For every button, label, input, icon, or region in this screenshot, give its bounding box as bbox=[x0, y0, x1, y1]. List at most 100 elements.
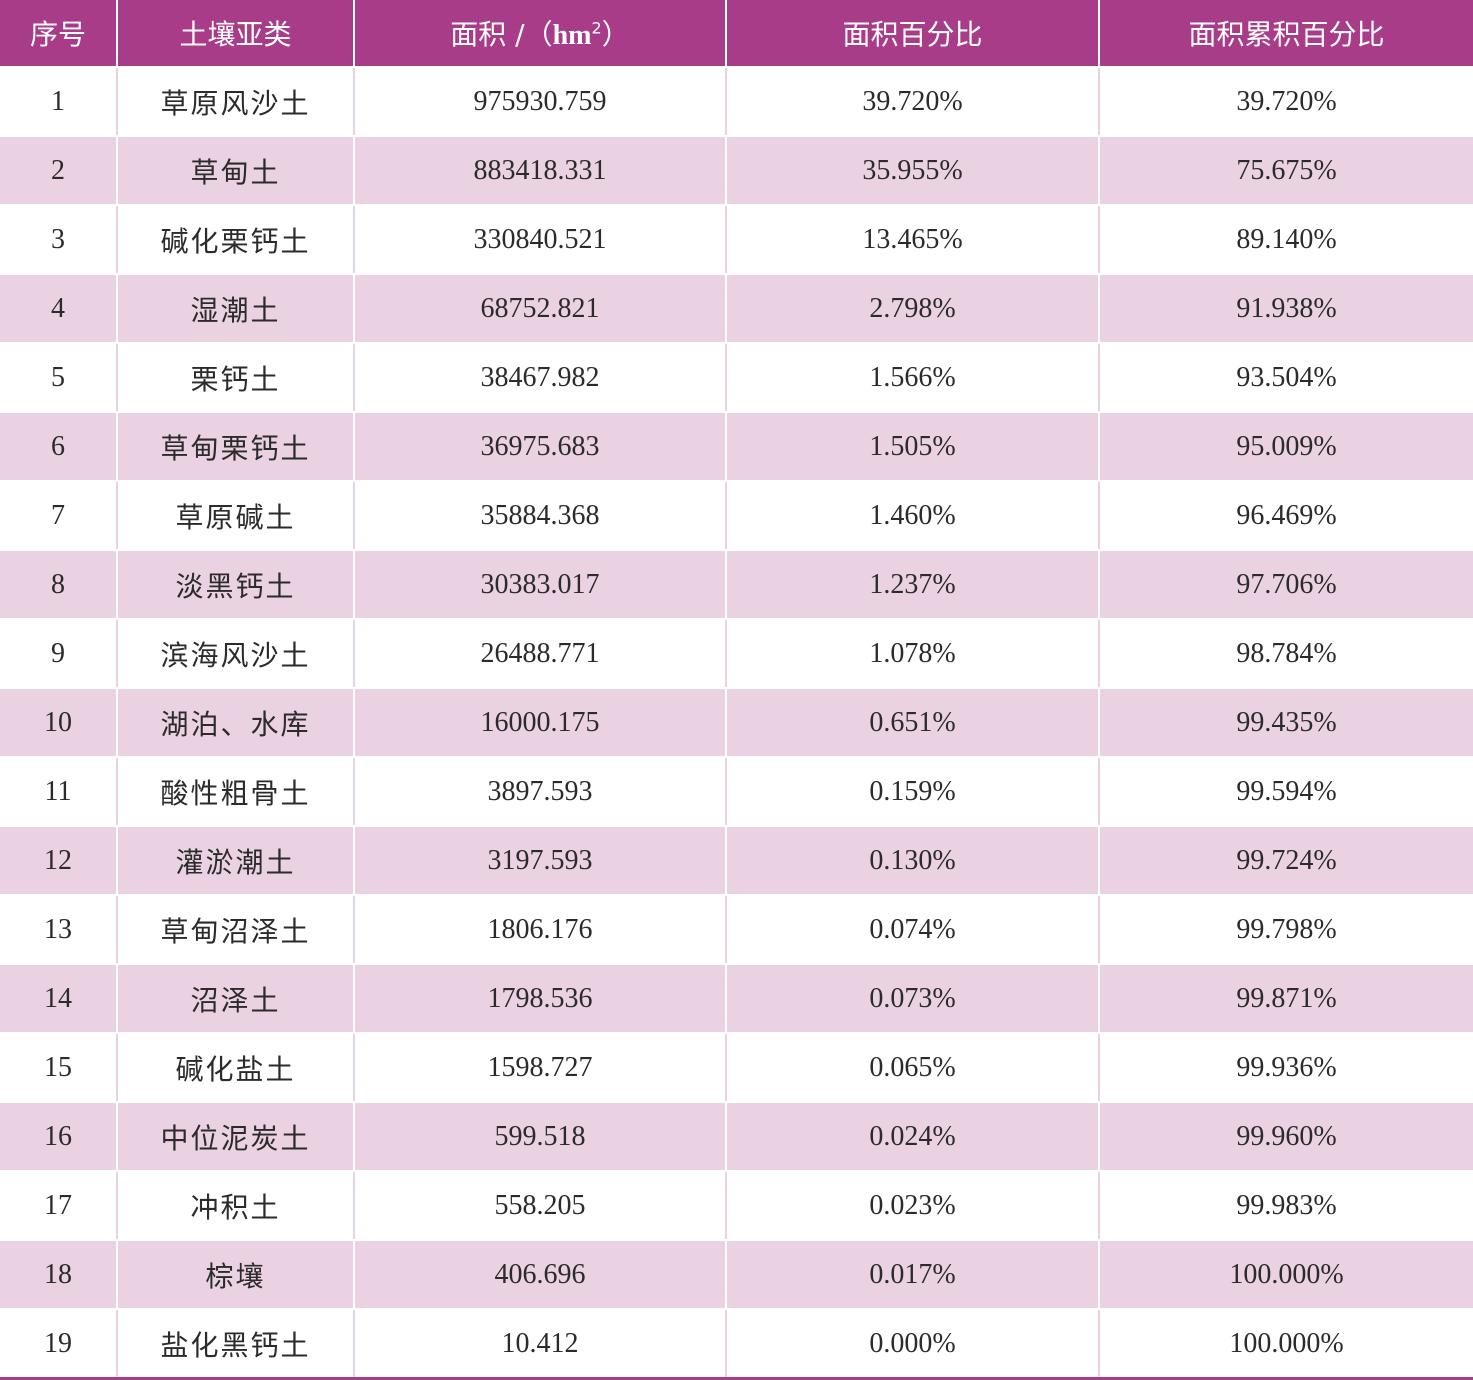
table-row: 4 湿潮土 68752.821 2.798% 91.938% bbox=[0, 274, 1473, 344]
cell-soil-subtype: 湖泊、水库 bbox=[117, 688, 355, 758]
cell-area-percent: 0.065% bbox=[726, 1033, 1100, 1103]
cell-cumulative-percent: 89.140% bbox=[1099, 205, 1473, 275]
table-row: 1 草原风沙土 975930.759 39.720% 39.720% bbox=[0, 67, 1473, 137]
cell-soil-subtype: 淡黑钙土 bbox=[117, 550, 355, 620]
cell-index: 7 bbox=[0, 481, 118, 551]
table-row: 3 碱化栗钙土 330840.521 13.465% 89.140% bbox=[0, 205, 1473, 275]
cell-soil-subtype: 草甸沼泽土 bbox=[117, 895, 355, 965]
cell-area: 558.205 bbox=[354, 1171, 727, 1241]
header-area-unit: hm bbox=[552, 20, 592, 51]
header-row: 序号 土壤亚类 面积 /（hm2） 面积百分比 面积累积百分比 bbox=[0, 0, 1473, 68]
cell-index: 9 bbox=[0, 619, 118, 689]
cell-cumulative-percent: 93.504% bbox=[1099, 343, 1473, 413]
cell-soil-subtype: 沼泽土 bbox=[117, 964, 355, 1034]
cell-index: 16 bbox=[0, 1102, 118, 1172]
cell-index: 15 bbox=[0, 1033, 118, 1103]
cell-area: 30383.017 bbox=[354, 550, 727, 620]
cell-cumulative-percent: 99.798% bbox=[1099, 895, 1473, 965]
table-row: 5 栗钙土 38467.982 1.566% 93.504% bbox=[0, 343, 1473, 413]
cell-soil-subtype: 滨海风沙土 bbox=[117, 619, 355, 689]
cell-area: 10.412 bbox=[354, 1309, 727, 1380]
cell-area-percent: 0.073% bbox=[726, 964, 1100, 1034]
cell-index: 12 bbox=[0, 826, 118, 896]
cell-area-percent: 35.955% bbox=[726, 136, 1100, 206]
cell-index: 19 bbox=[0, 1309, 118, 1380]
cell-cumulative-percent: 99.871% bbox=[1099, 964, 1473, 1034]
cell-index: 13 bbox=[0, 895, 118, 965]
table-row: 11 酸性粗骨土 3897.593 0.159% 99.594% bbox=[0, 757, 1473, 827]
table-row: 15 碱化盐土 1598.727 0.065% 99.936% bbox=[0, 1033, 1473, 1103]
table-row: 12 灌淤潮土 3197.593 0.130% 99.724% bbox=[0, 826, 1473, 896]
header-index: 序号 bbox=[0, 0, 118, 68]
cell-soil-subtype: 碱化盐土 bbox=[117, 1033, 355, 1103]
cell-index: 2 bbox=[0, 136, 118, 206]
cell-area-percent: 1.566% bbox=[726, 343, 1100, 413]
cell-area: 3897.593 bbox=[354, 757, 727, 827]
table-row: 17 冲积土 558.205 0.023% 99.983% bbox=[0, 1171, 1473, 1241]
cell-area-percent: 0.130% bbox=[726, 826, 1100, 896]
cell-soil-subtype: 草原风沙土 bbox=[117, 67, 355, 137]
cell-area-percent: 1.460% bbox=[726, 481, 1100, 551]
table-row: 14 沼泽土 1798.536 0.073% 99.871% bbox=[0, 964, 1473, 1034]
cell-area-percent: 0.023% bbox=[726, 1171, 1100, 1241]
cell-soil-subtype: 湿潮土 bbox=[117, 274, 355, 344]
cell-soil-subtype: 冲积土 bbox=[117, 1171, 355, 1241]
header-soil-subtype: 土壤亚类 bbox=[117, 0, 355, 68]
cell-cumulative-percent: 98.784% bbox=[1099, 619, 1473, 689]
cell-area: 1806.176 bbox=[354, 895, 727, 965]
cell-area-percent: 0.024% bbox=[726, 1102, 1100, 1172]
table-row: 16 中位泥炭土 599.518 0.024% 99.960% bbox=[0, 1102, 1473, 1172]
table-row: 2 草甸土 883418.331 35.955% 75.675% bbox=[0, 136, 1473, 206]
cell-cumulative-percent: 91.938% bbox=[1099, 274, 1473, 344]
cell-area: 35884.368 bbox=[354, 481, 727, 551]
cell-cumulative-percent: 100.000% bbox=[1099, 1309, 1473, 1380]
cell-area: 16000.175 bbox=[354, 688, 727, 758]
cell-index: 3 bbox=[0, 205, 118, 275]
cell-area-percent: 0.000% bbox=[726, 1309, 1100, 1380]
table-row: 9 滨海风沙土 26488.771 1.078% 98.784% bbox=[0, 619, 1473, 689]
cell-cumulative-percent: 99.936% bbox=[1099, 1033, 1473, 1103]
cell-cumulative-percent: 99.983% bbox=[1099, 1171, 1473, 1241]
cell-index: 5 bbox=[0, 343, 118, 413]
cell-area-percent: 1.505% bbox=[726, 412, 1100, 482]
cell-area: 1598.727 bbox=[354, 1033, 727, 1103]
cell-area-percent: 0.159% bbox=[726, 757, 1100, 827]
cell-soil-subtype: 草原碱土 bbox=[117, 481, 355, 551]
cell-index: 14 bbox=[0, 964, 118, 1034]
table-row: 19 盐化黑钙土 10.412 0.000% 100.000% bbox=[0, 1309, 1473, 1380]
cell-index: 6 bbox=[0, 412, 118, 482]
cell-cumulative-percent: 75.675% bbox=[1099, 136, 1473, 206]
cell-soil-subtype: 草甸栗钙土 bbox=[117, 412, 355, 482]
cell-area: 3197.593 bbox=[354, 826, 727, 896]
cell-area: 36975.683 bbox=[354, 412, 727, 482]
cell-area-percent: 1.078% bbox=[726, 619, 1100, 689]
cell-cumulative-percent: 99.724% bbox=[1099, 826, 1473, 896]
cell-area-percent: 1.237% bbox=[726, 550, 1100, 620]
cell-area-percent: 0.651% bbox=[726, 688, 1100, 758]
table-row: 13 草甸沼泽土 1806.176 0.074% 99.798% bbox=[0, 895, 1473, 965]
cell-index: 4 bbox=[0, 274, 118, 344]
table-row: 8 淡黑钙土 30383.017 1.237% 97.706% bbox=[0, 550, 1473, 620]
table-header: 序号 土壤亚类 面积 /（hm2） 面积百分比 面积累积百分比 bbox=[0, 0, 1473, 68]
cell-cumulative-percent: 99.435% bbox=[1099, 688, 1473, 758]
cell-area: 406.696 bbox=[354, 1240, 727, 1310]
cell-area: 883418.331 bbox=[354, 136, 727, 206]
cell-area: 330840.521 bbox=[354, 205, 727, 275]
table-row: 6 草甸栗钙土 36975.683 1.505% 95.009% bbox=[0, 412, 1473, 482]
cell-area: 975930.759 bbox=[354, 67, 727, 137]
cell-index: 18 bbox=[0, 1240, 118, 1310]
cell-area: 26488.771 bbox=[354, 619, 727, 689]
cell-area-percent: 39.720% bbox=[726, 67, 1100, 137]
cell-index: 11 bbox=[0, 757, 118, 827]
cell-soil-subtype: 盐化黑钙土 bbox=[117, 1309, 355, 1380]
cell-soil-subtype: 栗钙土 bbox=[117, 343, 355, 413]
header-area-suffix: ） bbox=[601, 18, 630, 51]
table-row: 7 草原碱土 35884.368 1.460% 96.469% bbox=[0, 481, 1473, 551]
cell-area: 599.518 bbox=[354, 1102, 727, 1172]
cell-area: 1798.536 bbox=[354, 964, 727, 1034]
table-body: 1 草原风沙土 975930.759 39.720% 39.720% 2 草甸土 883418… bbox=[0, 67, 1473, 1380]
cell-area-percent: 0.074% bbox=[726, 895, 1100, 965]
header-area-unit-sup: 2 bbox=[591, 18, 602, 38]
cell-soil-subtype: 碱化栗钙土 bbox=[117, 205, 355, 275]
cell-area-percent: 13.465% bbox=[726, 205, 1100, 275]
